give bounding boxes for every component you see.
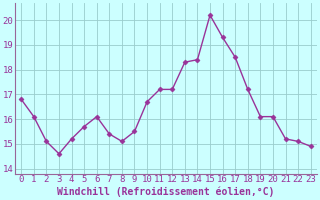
- X-axis label: Windchill (Refroidissement éolien,°C): Windchill (Refroidissement éolien,°C): [57, 187, 275, 197]
